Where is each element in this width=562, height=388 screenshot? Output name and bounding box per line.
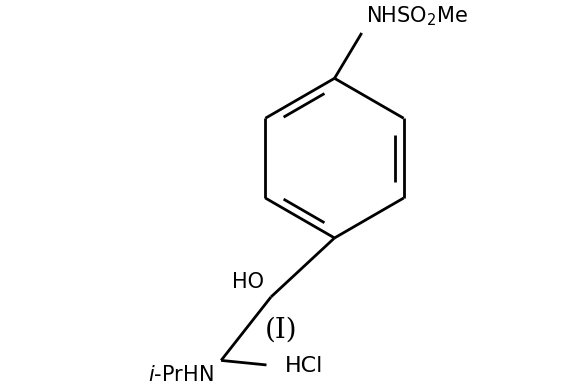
Text: HCl: HCl [284,356,323,376]
Text: NHSO$_2$Me: NHSO$_2$Me [366,5,468,28]
Text: (I): (I) [265,317,297,344]
Text: $i$-PrHN: $i$-PrHN [148,365,214,385]
Text: HO: HO [232,272,264,293]
